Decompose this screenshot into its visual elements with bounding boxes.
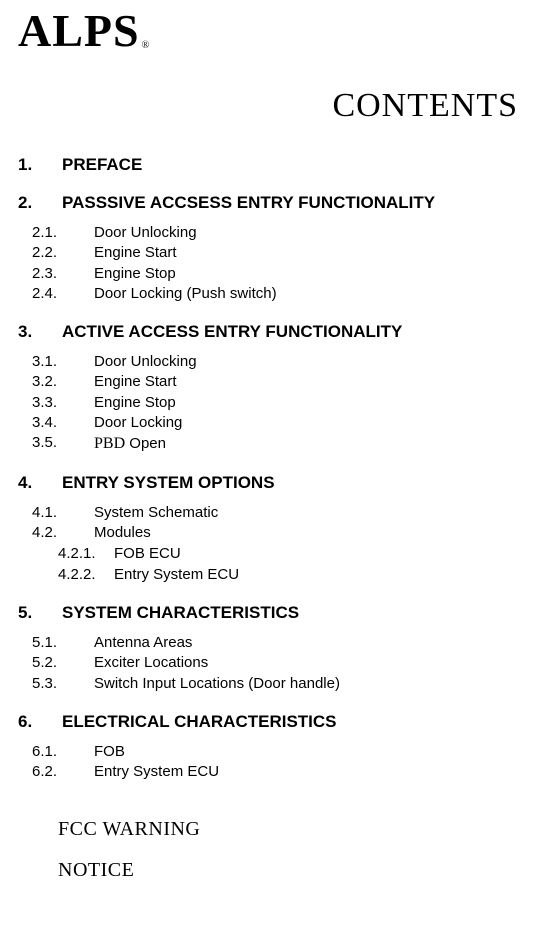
subsection-title: Engine Stop bbox=[94, 264, 176, 284]
subsection-title: PBD Open bbox=[94, 433, 166, 455]
subsection-number: 6.2. bbox=[32, 762, 94, 782]
subsection: 2.2.Engine Start bbox=[32, 243, 520, 263]
subsection-number: 4.1. bbox=[32, 503, 94, 523]
subsection-number: 5.3. bbox=[32, 674, 94, 694]
section: 2.PASSSIVE ACCSESS ENTRY FUNCTIONALITY bbox=[18, 193, 520, 213]
subsection: 6.1.FOB bbox=[32, 742, 520, 762]
subsection: 2.4.Door Locking (Push switch) bbox=[32, 284, 520, 304]
subsection: 3.2.Engine Start bbox=[32, 372, 520, 392]
section-heading: 3.ACTIVE ACCESS ENTRY FUNCTIONALITY bbox=[18, 322, 520, 342]
subsection: 5.1.Antenna Areas bbox=[32, 633, 520, 653]
section: 3.ACTIVE ACCESS ENTRY FUNCTIONALITY bbox=[18, 322, 520, 342]
subsection-title: Entry System ECU bbox=[94, 762, 219, 782]
brand-logo: ALPS ® bbox=[18, 4, 520, 57]
section-heading: 2.PASSSIVE ACCSESS ENTRY FUNCTIONALITY bbox=[18, 193, 520, 213]
subsection-title: Door Locking (Push switch) bbox=[94, 284, 277, 304]
subsection-title: Engine Start bbox=[94, 372, 177, 392]
subsection: 3.1.Door Unlocking bbox=[32, 352, 520, 372]
subsection-number: 4.2. bbox=[32, 523, 94, 543]
section-title: PREFACE bbox=[62, 155, 142, 175]
subsection-number: 2.3. bbox=[32, 264, 94, 284]
section-heading: 5.SYSTEM CHARACTERISTICS bbox=[18, 603, 520, 623]
subsection-number: 6.1. bbox=[32, 742, 94, 762]
footer-notice: NOTICE bbox=[58, 859, 520, 882]
subsection: 5.2.Exciter Locations bbox=[32, 653, 520, 673]
subsection-title: Engine Stop bbox=[94, 393, 176, 413]
brand-name: ALPS bbox=[18, 4, 140, 57]
contents-heading: CONTENTS bbox=[18, 87, 518, 125]
section-number: 4. bbox=[18, 473, 62, 493]
section-number: 1. bbox=[18, 155, 62, 175]
sub-subsection-number: 4.2.1. bbox=[58, 543, 114, 564]
subsection: 2.1.Door Unlocking bbox=[32, 223, 520, 243]
sub-subsection-title: Entry System ECU bbox=[114, 564, 239, 585]
subsection: 6.2.Entry System ECU bbox=[32, 762, 520, 782]
sub-subsection-title: FOB ECU bbox=[114, 543, 181, 564]
subsection: 3.5.PBD Open bbox=[32, 433, 520, 455]
subsection-title: Antenna Areas bbox=[94, 633, 192, 653]
subsection-title: System Schematic bbox=[94, 503, 218, 523]
section-heading: 6.ELECTRICAL CHARACTERISTICS bbox=[18, 712, 520, 732]
section-number: 5. bbox=[18, 603, 62, 623]
subsection-number: 2.2. bbox=[32, 243, 94, 263]
subsection: 4.1.System Schematic bbox=[32, 503, 520, 523]
subsection-number: 5.1. bbox=[32, 633, 94, 653]
subsection-title: FOB bbox=[94, 742, 125, 762]
subsection-title: Exciter Locations bbox=[94, 653, 208, 673]
subsection: 3.4.Door Locking bbox=[32, 413, 520, 433]
subsection-number: 3.1. bbox=[32, 352, 94, 372]
registered-mark: ® bbox=[142, 40, 151, 51]
footer-block: FCC WARNING NOTICE bbox=[58, 818, 520, 882]
subsection-number: 5.2. bbox=[32, 653, 94, 673]
sub-subsection-number: 4.2.2. bbox=[58, 564, 114, 585]
subsection-title: Switch Input Locations (Door handle) bbox=[94, 674, 340, 694]
section-title: ELECTRICAL CHARACTERISTICS bbox=[62, 712, 337, 732]
subsection: 2.3.Engine Stop bbox=[32, 264, 520, 284]
sub-subsection: 4.2.2.Entry System ECU bbox=[58, 564, 520, 585]
subsection: 4.2.Modules bbox=[32, 523, 520, 543]
subsection: 3.3.Engine Stop bbox=[32, 393, 520, 413]
section-number: 6. bbox=[18, 712, 62, 732]
table-of-contents: 1.PREFACE2.PASSSIVE ACCSESS ENTRY FUNCTI… bbox=[18, 155, 520, 782]
subsection-number: 2.1. bbox=[32, 223, 94, 243]
section-title: PASSSIVE ACCSESS ENTRY FUNCTIONALITY bbox=[62, 193, 435, 213]
section: 6.ELECTRICAL CHARACTERISTICS bbox=[18, 712, 520, 732]
sub-subsection: 4.2.1.FOB ECU bbox=[58, 543, 520, 564]
section: 5.SYSTEM CHARACTERISTICS bbox=[18, 603, 520, 623]
section: 1.PREFACE bbox=[18, 155, 520, 175]
subsection: 5.3.Switch Input Locations (Door handle) bbox=[32, 674, 520, 694]
footer-fcc-warning: FCC WARNING bbox=[58, 818, 520, 841]
section: 4.ENTRY SYSTEM OPTIONS bbox=[18, 473, 520, 493]
section-number: 2. bbox=[18, 193, 62, 213]
section-title: SYSTEM CHARACTERISTICS bbox=[62, 603, 299, 623]
subsection-number: 2.4. bbox=[32, 284, 94, 304]
section-title: ENTRY SYSTEM OPTIONS bbox=[62, 473, 275, 493]
subsection-title: Door Unlocking bbox=[94, 352, 197, 372]
section-number: 3. bbox=[18, 322, 62, 342]
subsection-number: 3.5. bbox=[32, 433, 94, 455]
subsection-title: Modules bbox=[94, 523, 151, 543]
subsection-title: Door Unlocking bbox=[94, 223, 197, 243]
subsection-title: Engine Start bbox=[94, 243, 177, 263]
subsection-number: 3.4. bbox=[32, 413, 94, 433]
subsection-number: 3.2. bbox=[32, 372, 94, 392]
section-heading: 4.ENTRY SYSTEM OPTIONS bbox=[18, 473, 520, 493]
section-title: ACTIVE ACCESS ENTRY FUNCTIONALITY bbox=[62, 322, 402, 342]
section-heading: 1.PREFACE bbox=[18, 155, 520, 175]
subsection-number: 3.3. bbox=[32, 393, 94, 413]
subsection-title: Door Locking bbox=[94, 413, 182, 433]
